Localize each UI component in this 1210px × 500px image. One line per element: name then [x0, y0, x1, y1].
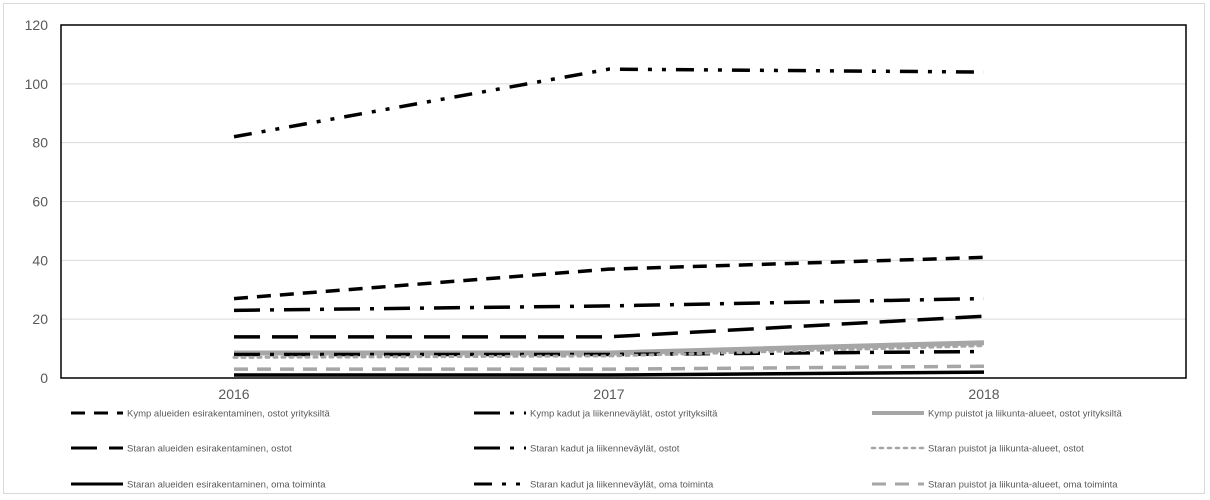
series-line-6 — [232, 344, 986, 359]
plot-area-border — [60, 24, 1187, 379]
x-tick-label: 2017 — [593, 386, 624, 402]
series-line-9 — [234, 364, 985, 371]
legend-label: Staran puistot ja liikunta-alueet, oma t… — [928, 480, 1118, 491]
legend-label: Staran kadut ja liikenneväylät, oma toim… — [530, 480, 714, 491]
series-lines — [232, 67, 986, 377]
chart-frame: 0 20 40 60 80 100 120 2016 2017 2018 Kymp alueid… — [3, 3, 1205, 494]
y-tick-label: 20 — [32, 311, 48, 327]
legend-label: Kymp kadut ja liikenneväylät, ostot yrit… — [530, 409, 718, 420]
x-tick-label: 2018 — [968, 386, 999, 402]
y-tick-label: 0 — [40, 370, 48, 386]
series-line-1 — [233, 255, 985, 301]
y-tick-label: 100 — [25, 76, 49, 92]
y-tick-label: 40 — [32, 252, 48, 268]
y-tick-label: 60 — [32, 194, 48, 210]
y-axis-ticks: 0 20 40 60 80 100 120 — [25, 17, 49, 386]
legend: Kymp alueiden esirakentaminen, ostot yri… — [71, 409, 1122, 491]
legend-label: Staran alueiden esirakentaminen, ostot — [127, 444, 292, 455]
legend-label: Kymp alueiden esirakentaminen, ostot yri… — [127, 409, 330, 420]
series-line-2 — [233, 296, 985, 313]
series-line-4 — [234, 314, 985, 339]
x-tick-label: 2016 — [218, 386, 249, 402]
legend-label: Staran kadut ja liikenneväylät, ostot — [530, 444, 680, 455]
x-axis-ticks: 2016 2017 2018 — [218, 386, 999, 402]
series-line-5 — [234, 349, 985, 357]
line-chart: 0 20 40 60 80 100 120 2016 2017 2018 Kymp alueid… — [25, 17, 1187, 491]
series-line-8 — [233, 67, 985, 139]
legend-label: Kymp puistot ja liikunta-alueet, ostot y… — [928, 409, 1122, 420]
y-tick-label: 80 — [32, 135, 48, 151]
legend-label: Staran puistot ja liikunta-alueet, ostot — [928, 444, 1084, 455]
y-tick-label: 120 — [25, 17, 49, 33]
series-line-7 — [234, 370, 985, 377]
legend-label: Staran alueiden esirakentaminen, oma toi… — [127, 480, 326, 491]
